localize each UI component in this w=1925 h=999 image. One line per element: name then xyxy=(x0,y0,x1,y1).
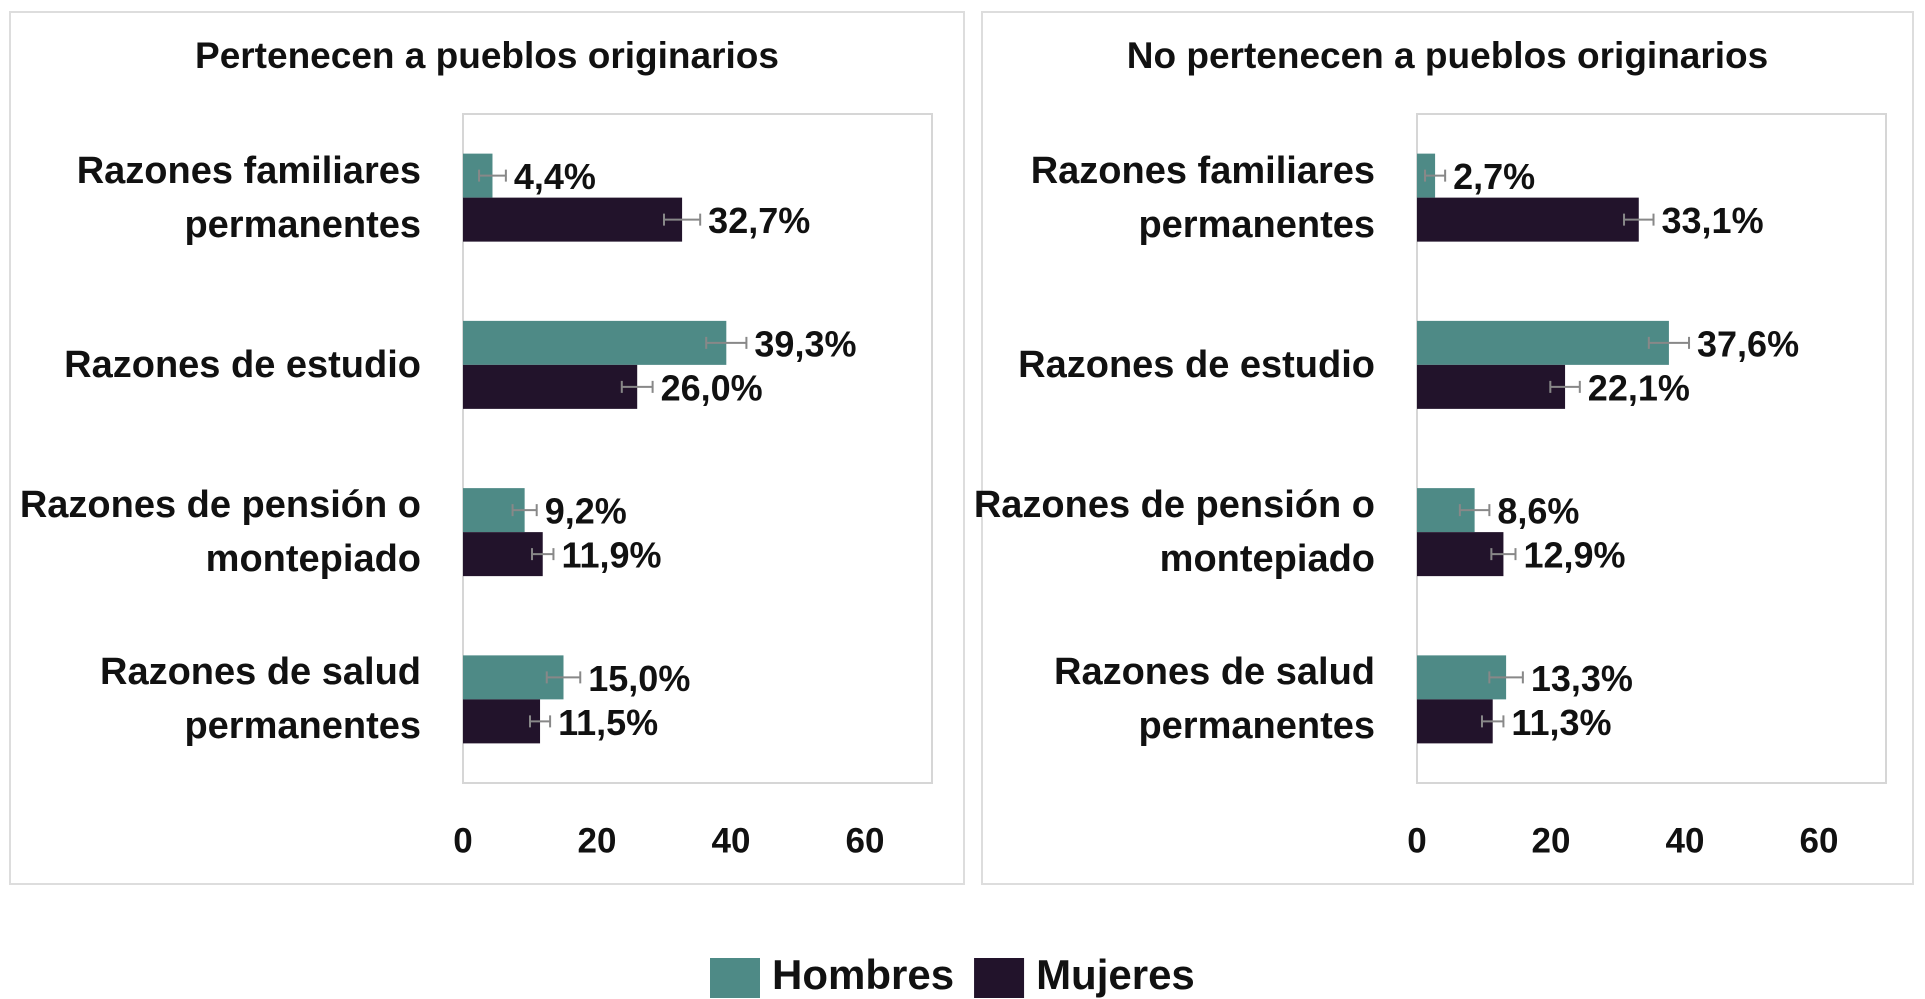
error-bar xyxy=(705,336,748,349)
chart-title: Pertenecen a pueblos originarios xyxy=(195,35,779,76)
error-bar xyxy=(529,715,552,728)
category-label: Razones de salud permanentes xyxy=(100,651,421,748)
x-tick-label: 20 xyxy=(578,821,617,860)
value-label: 26,0% xyxy=(661,367,763,408)
bar xyxy=(463,699,541,744)
value-label: 15,0% xyxy=(588,658,690,699)
bar xyxy=(1417,197,1639,242)
bar xyxy=(463,320,727,365)
x-tick-label: 0 xyxy=(453,821,472,860)
error-bar xyxy=(1480,715,1505,728)
error-bar xyxy=(1623,213,1655,226)
legend-label: Hombres xyxy=(772,951,954,998)
bar xyxy=(463,197,683,242)
error-bar xyxy=(620,380,654,393)
value-label: 12,9% xyxy=(1523,535,1625,576)
x-tick-label: 60 xyxy=(846,821,885,860)
bar xyxy=(1417,532,1504,577)
legend-swatch xyxy=(710,958,760,998)
error-bar xyxy=(663,213,702,226)
category-label: Razones de pensión o montepiado xyxy=(973,484,1375,581)
x-tick-label: 40 xyxy=(1666,821,1705,860)
legend-label: Mujeres xyxy=(1036,951,1195,998)
value-label: 11,9% xyxy=(561,535,661,576)
value-label: 4,4% xyxy=(514,156,596,197)
error-bar xyxy=(1490,548,1517,561)
legend-swatch xyxy=(974,958,1025,998)
bar xyxy=(1417,364,1566,409)
value-label: 22,1% xyxy=(1588,367,1690,408)
error-bar xyxy=(1488,671,1524,684)
value-label: 37,6% xyxy=(1697,323,1799,364)
value-label: 33,1% xyxy=(1662,200,1764,241)
x-tick-label: 40 xyxy=(712,821,751,860)
plot-frame xyxy=(462,113,933,784)
error-bar xyxy=(1458,504,1491,517)
bar xyxy=(463,364,638,409)
x-tick-label: 20 xyxy=(1532,821,1571,860)
error-bar xyxy=(1647,336,1691,349)
value-label: 11,3% xyxy=(1511,702,1611,743)
value-label: 11,5% xyxy=(558,702,658,743)
bar xyxy=(1417,699,1493,744)
category-label: Razones de estudio xyxy=(64,343,421,386)
category-label: Razones de salud permanentes xyxy=(1054,651,1375,748)
error-bar xyxy=(545,671,582,684)
x-tick-label: 0 xyxy=(1407,821,1426,860)
x-tick-label: 60 xyxy=(1800,821,1839,860)
error-bar xyxy=(531,548,555,561)
category-label: Razones de pensión o montepiado xyxy=(19,484,421,581)
value-label: 32,7% xyxy=(708,200,810,241)
value-label: 8,6% xyxy=(1497,491,1579,532)
category-label: Razones familiares permanentes xyxy=(1030,149,1375,246)
value-label: 13,3% xyxy=(1531,658,1633,699)
category-label: Razones familiares permanentes xyxy=(76,149,421,246)
error-bar xyxy=(1424,169,1447,182)
category-label: Razones de estudio xyxy=(1018,343,1375,386)
error-bar xyxy=(511,504,538,517)
value-label: 2,7% xyxy=(1453,156,1535,197)
error-bar xyxy=(478,169,507,182)
chart-title: No pertenecen a pueblos originarios xyxy=(1127,35,1768,76)
plot-frame xyxy=(1416,113,1887,784)
value-label: 39,3% xyxy=(754,323,856,364)
bar xyxy=(463,532,543,577)
panel-frame xyxy=(9,11,965,885)
value-label: 9,2% xyxy=(545,491,627,532)
panel-frame xyxy=(981,11,1914,885)
bar xyxy=(1417,320,1669,365)
error-bar xyxy=(1549,380,1581,393)
